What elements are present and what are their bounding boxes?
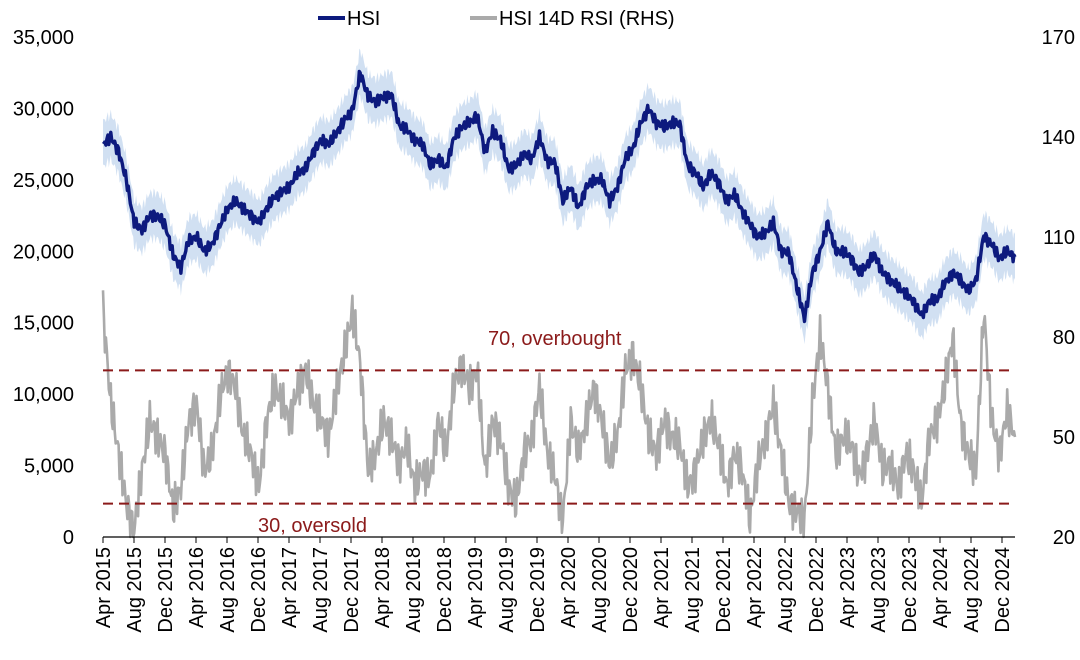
y-left-tick-label: 35,000 <box>13 27 74 49</box>
y-left-tick-label: 25,000 <box>13 170 74 192</box>
x-tick-label: Dec 2018 <box>434 547 456 633</box>
y-left-tick-label: 0 <box>63 527 74 549</box>
x-tick-label: Apr 2015 <box>93 547 115 628</box>
hsi-series-group <box>102 69 1017 324</box>
series-line-rsi <box>101 290 1017 539</box>
legend-label-hsi: HSI <box>347 8 380 30</box>
y-axis-right: 20 50 80 110 140 170 <box>1042 27 1075 549</box>
annotation-oversold: 30, oversold <box>258 515 367 537</box>
x-tick-label: Dec 2016 <box>248 547 270 633</box>
x-tick-label: Dec 2022 <box>806 547 828 633</box>
x-tick-label: Aug 2020 <box>589 547 611 633</box>
x-tick-label: Apr 2019 <box>465 547 487 628</box>
x-tick-label: Apr 2018 <box>372 547 394 628</box>
x-tick-label: Aug 2018 <box>403 547 425 633</box>
y-right-tick-label: 170 <box>1042 27 1075 49</box>
y-left-tick-label: 10,000 <box>13 384 74 406</box>
x-tick-label: Aug 2024 <box>961 547 983 633</box>
y-right-tick-label: 50 <box>1053 427 1075 449</box>
hsi-band-area <box>103 48 1015 345</box>
x-tick-label: Dec 2020 <box>620 547 642 633</box>
x-tick-label: Aug 2021 <box>682 547 704 633</box>
x-tick-label: Apr 2023 <box>837 547 859 628</box>
x-tick-label: Aug 2019 <box>496 547 518 633</box>
x-tick-label: Aug 2017 <box>310 547 332 633</box>
x-tick-label: Apr 2021 <box>651 547 673 628</box>
x-tick-label: Aug 2023 <box>868 547 890 633</box>
x-tick-label: Dec 2024 <box>992 547 1014 633</box>
hsi-volatility-band <box>103 48 1015 345</box>
x-tick-label: Apr 2017 <box>279 547 301 628</box>
y-left-tick-label: 5,000 <box>24 456 74 478</box>
annotations: 70, overbought 30, oversold <box>258 328 622 537</box>
y-left-tick-label: 30,000 <box>13 98 74 120</box>
x-tick-label: Dec 2019 <box>527 547 549 633</box>
x-tick-label: Dec 2015 <box>155 547 177 633</box>
x-tick-label: Dec 2023 <box>899 547 921 633</box>
y-right-tick-label: 80 <box>1053 327 1075 349</box>
x-tick-label: Aug 2016 <box>217 547 239 633</box>
x-tick-label: Apr 2020 <box>558 547 580 628</box>
legend-label-rsi: HSI 14D RSI (RHS) <box>499 8 675 30</box>
y-right-tick-label: 140 <box>1042 127 1075 149</box>
y-right-tick-label: 110 <box>1043 227 1075 249</box>
x-axis: Apr 2015 Aug 2015 Dec 2015 Apr 2016 Aug 2016… <box>93 536 1015 633</box>
x-tick-label: Apr 2022 <box>744 547 766 628</box>
x-tick-label: Apr 2024 <box>930 547 952 628</box>
rsi-series-group <box>101 290 1017 539</box>
annotation-overbought: 70, overbought <box>488 328 622 350</box>
legend: HSI HSI 14D RSI (RHS) <box>318 8 675 30</box>
y-left-tick-label: 20,000 <box>13 241 74 263</box>
x-tick-label: Dec 2017 <box>341 547 363 633</box>
rsi-threshold-lines <box>103 369 1015 505</box>
x-tick-label: Dec 2021 <box>713 547 735 633</box>
x-tick-label: Apr 2016 <box>186 547 208 628</box>
x-tick-label: Aug 2022 <box>775 547 797 633</box>
x-tick-label: Aug 2015 <box>124 547 146 633</box>
series-line-hsi <box>102 69 1017 324</box>
y-left-tick-label: 15,000 <box>13 313 74 335</box>
y-right-tick-label: 20 <box>1053 527 1075 549</box>
y-axis-left: 0 5,000 10,000 15,000 20,000 25,000 30,000 35,0… <box>13 27 74 549</box>
